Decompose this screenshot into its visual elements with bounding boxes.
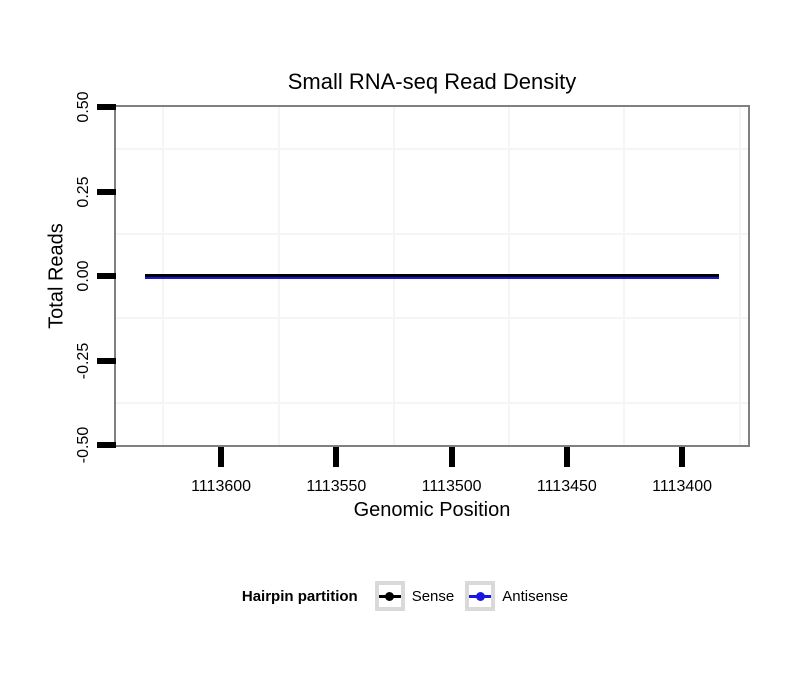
minor-gridline-horizontal: [116, 232, 748, 235]
antisense-dot-swatch: [475, 591, 485, 601]
x-tick-label: 1113400: [652, 478, 713, 495]
y-tick-label: 0.00: [75, 260, 92, 292]
y-axis-tick: [97, 357, 116, 364]
sense-dot-swatch: [385, 591, 395, 601]
y-axis-tick: [97, 273, 116, 279]
y-axis-tick: [97, 188, 116, 195]
plot-panel: [114, 105, 750, 447]
x-tick-label: 1113450: [536, 478, 597, 495]
minor-gridline-horizontal: [116, 148, 748, 151]
y-tick-label: 0.25: [75, 175, 92, 208]
x-axis-tick: [333, 447, 340, 467]
y-axis-title: Total Reads: [45, 223, 68, 329]
x-axis-tick: [563, 447, 570, 467]
legend-label-sense: Sense: [411, 587, 455, 605]
x-axis-tick: [679, 447, 686, 467]
legend-key-sense-icon: [374, 581, 405, 611]
legend-item-sense: Sense: [374, 581, 455, 611]
legend-title: Hairpin partition: [241, 587, 358, 605]
x-axis-tick: [218, 447, 225, 467]
x-tick-label: 1113550: [306, 478, 367, 495]
series-line-antisense: [145, 275, 719, 279]
series-line-sense: [145, 274, 719, 277]
x-tick-label: 1113600: [191, 478, 252, 495]
x-tick-label: 1113500: [421, 478, 482, 495]
x-axis-tick: [448, 447, 455, 467]
legend-label-antisense: Antisense: [502, 587, 569, 605]
chart-title: Small RNA-seq Read Density: [287, 69, 577, 94]
y-axis-tick: [97, 104, 116, 110]
minor-gridline-horizontal: [116, 401, 748, 404]
legend-key-antisense-icon: [465, 581, 496, 611]
y-tick-label: -0.50: [75, 426, 92, 464]
minor-gridline-horizontal: [116, 317, 748, 320]
y-axis-tick: [97, 442, 116, 448]
y-tick-label: -0.25: [75, 342, 92, 379]
legend: Hairpin partition Sense Antisense: [0, 581, 810, 611]
y-tick-label: 0.50: [75, 91, 92, 123]
x-axis-title: Genomic Position: [353, 499, 511, 521]
minor-gridline-vertical: [738, 107, 741, 445]
legend-item-antisense: Antisense: [465, 581, 568, 611]
